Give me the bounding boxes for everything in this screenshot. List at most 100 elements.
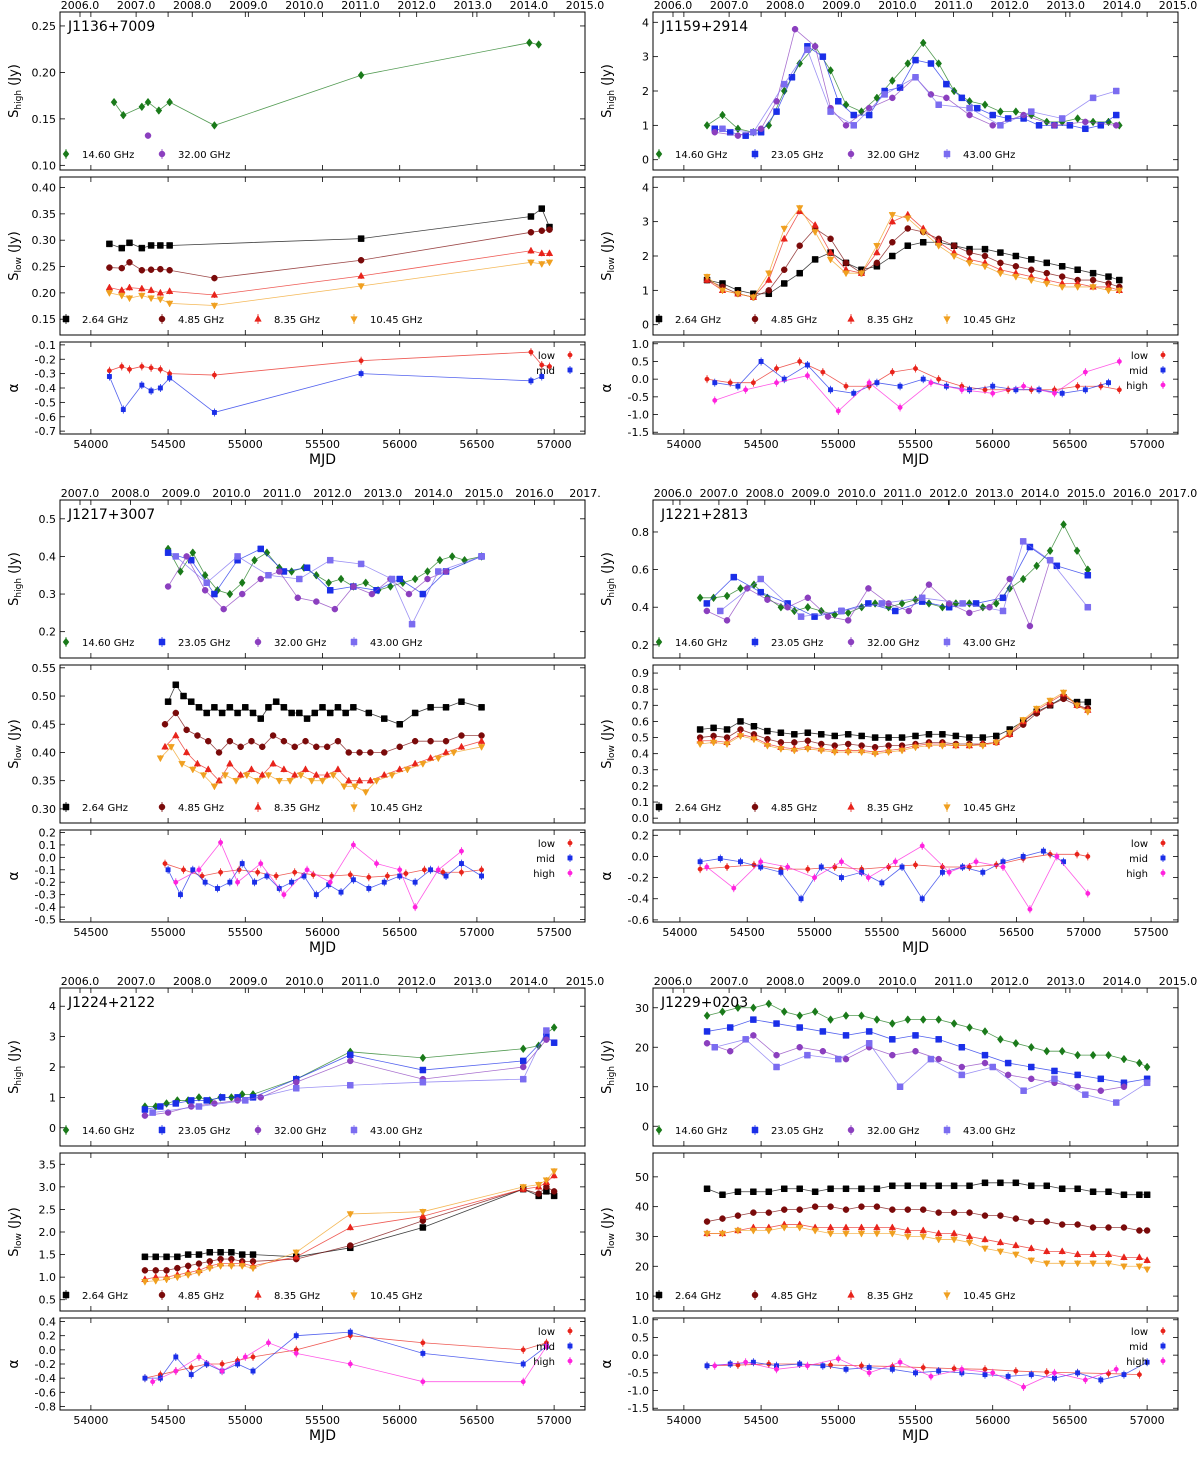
year-tick-label: 2010.0 [837, 487, 876, 500]
data-point-14.60 GHz [138, 102, 146, 112]
data-point-4.85 GHz [347, 1242, 354, 1249]
y-tick-label: -0.2 [628, 872, 649, 885]
year-tick-label: 2011.0 [341, 0, 380, 12]
legend-marker-32.00 GHz [847, 150, 855, 158]
data-point-2.64 GHz [342, 709, 349, 717]
data-point-43.00 GHz [781, 80, 788, 88]
year-tick-label: 2010.0 [878, 0, 917, 12]
data-point-43.00 GHz [519, 1075, 527, 1083]
data-point-23.05 GHz [1074, 1071, 1081, 1079]
data-point-2.64 GHz [1028, 1182, 1035, 1190]
x-tick-label: 56000 [382, 1414, 417, 1427]
data-point-32.00 GHz [905, 607, 913, 615]
data-point-14.60 GHz [842, 100, 850, 110]
data-point-4.85 GHz [1089, 1224, 1097, 1231]
data-point-10.45 GHz [919, 1233, 927, 1241]
data-point-14.60 GHz [535, 40, 542, 49]
data-point-23.05 GHz [927, 60, 935, 67]
y-tick-label: 20 [635, 1260, 649, 1273]
data-point-14.60 GHz [251, 555, 258, 565]
data-point-low [127, 366, 132, 372]
data-point-2.64 GHz [889, 1182, 896, 1190]
legend-label: 10.45 GHz [370, 1291, 422, 1302]
y-tick-label: 50 [635, 1171, 649, 1184]
x-tick-label: 54000 [73, 438, 108, 451]
data-point-23.05 GHz [347, 1051, 354, 1059]
legend-marker-low [567, 1328, 573, 1334]
data-point-10.45 GHz [1084, 709, 1092, 716]
legend-label: high [533, 869, 555, 880]
low-axes-frame [59, 1152, 586, 1312]
data-point-2.64 GHz [811, 1188, 819, 1195]
series-line-10.45 GHz [706, 207, 1120, 298]
data-point-43.00 GHz [1019, 538, 1027, 545]
data-point-43.00 GHz [959, 600, 966, 607]
legend-marker-32.00 GHz [847, 1126, 855, 1134]
data-point-mid [528, 378, 534, 384]
data-point-32.00 GHz [824, 613, 832, 620]
data-point-43.00 GHz [878, 600, 886, 607]
legend-label: 32.00 GHz [867, 638, 919, 649]
data-point-mid [293, 1333, 299, 1339]
data-point-10.45 GHz [419, 761, 427, 768]
legend-label: 14.60 GHz [82, 150, 134, 161]
data-point-mid [820, 1363, 826, 1369]
data-point-2.64 GHz [126, 239, 133, 247]
data-point-14.60 GHz [189, 548, 197, 557]
legend-marker-43.00 GHz [350, 638, 358, 646]
data-point-10.45 GHz [1027, 277, 1036, 285]
year-tick-label: 2007.0 [117, 0, 156, 12]
x-axis-label: MJD [902, 940, 929, 956]
data-point-23.05 GHz [865, 111, 873, 119]
data-point-10.45 GHz [795, 1224, 804, 1232]
data-point-2.64 GHz [203, 709, 210, 717]
data-point-14.60 GHz [238, 578, 246, 588]
data-point-10.45 GHz [734, 291, 742, 298]
y-tick-label: 0.30 [32, 803, 57, 816]
year-tick-label: 2017.0 [1159, 487, 1198, 500]
data-point-4.85 GHz [334, 738, 342, 745]
data-point-14.60 GHz [858, 107, 865, 116]
data-point-2.64 GHz [357, 235, 365, 242]
data-point-23.05 GHz [850, 111, 857, 119]
data-point-high [897, 405, 903, 410]
data-point-32.00 GHz [773, 1051, 780, 1059]
data-point-10.45 GHz [152, 1278, 160, 1285]
data-point-8.35 GHz [842, 1223, 850, 1231]
legend-label: 8.35 GHz [867, 315, 913, 326]
data-point-8.35 GHz [210, 290, 219, 298]
data-point-4.85 GHz [215, 749, 223, 756]
data-point-4.85 GHz [734, 1212, 742, 1219]
data-point-4.85 GHz [217, 1255, 224, 1263]
data-point-10.45 GHz [403, 766, 412, 774]
data-point-8.35 GHz [873, 248, 881, 256]
data-point-4.85 GHz [781, 1206, 788, 1213]
data-point-high [990, 390, 996, 396]
data-point-mid [520, 1361, 526, 1367]
data-point-14.60 GHz [811, 1007, 819, 1017]
data-point-43.00 GHz [958, 1071, 966, 1079]
data-point-2.64 GHz [939, 731, 946, 738]
data-point-2.64 GHz [303, 715, 311, 722]
low-data [105, 205, 554, 310]
data-point-10.45 GHz [790, 747, 799, 755]
data-point-4.85 GHz [873, 259, 881, 267]
data-point-10.45 GHz [538, 261, 546, 269]
legend-label: 8.35 GHz [867, 803, 913, 814]
data-point-high [928, 1373, 934, 1379]
series-line-10.45 GHz [707, 1227, 1148, 1270]
data-point-mid [936, 1368, 942, 1374]
data-point-high [990, 1370, 996, 1376]
data-point-low [520, 1347, 526, 1353]
x-axis-label: MJD [902, 452, 929, 468]
high-y-axis-label-s: S [600, 598, 615, 606]
low-axes-frame [652, 176, 1179, 336]
subplot-alpha: -1.5 -1.0 -0.5 0.0 0.5 1.0 54000 54500 55000 5550… [599, 338, 1179, 468]
year-tick-label: 2013.0 [454, 975, 493, 988]
year-tick-label: 2015.0 [566, 0, 605, 12]
y-tick-label: 0.0 [632, 850, 650, 863]
data-point-10.45 GHz [138, 292, 146, 300]
data-point-2.64 GHz [871, 734, 879, 741]
data-point-2.64 GHz [703, 1185, 711, 1193]
data-point-mid [173, 1354, 179, 1360]
